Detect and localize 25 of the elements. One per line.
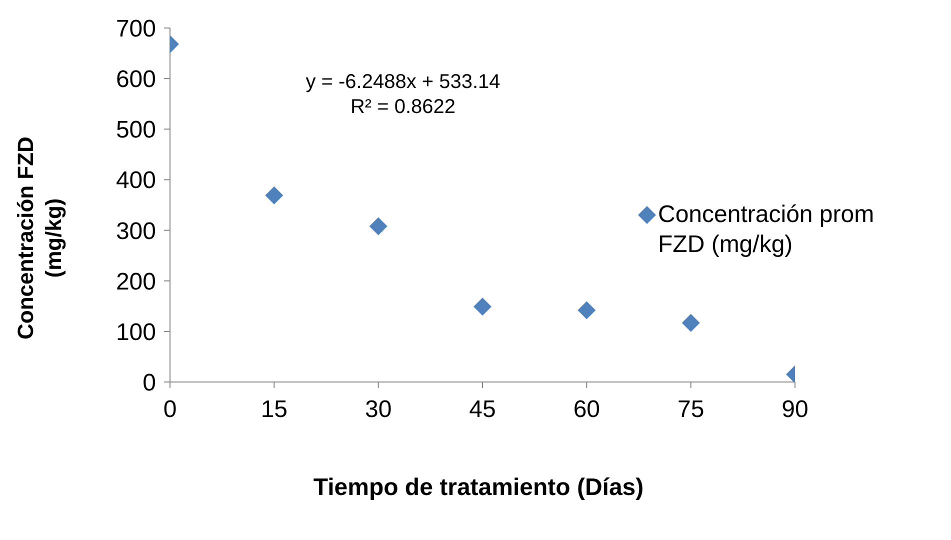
y-tick-label: 100	[116, 318, 156, 346]
x-axis-title: Tiempo de tratamiento (Días)	[312, 474, 645, 502]
x-tick-label: 60	[573, 396, 600, 424]
point	[578, 301, 596, 320]
x-tick-label: 90	[782, 396, 808, 424]
y-tick-label: 400	[116, 167, 156, 194]
point	[682, 314, 700, 332]
point	[474, 298, 492, 316]
y-tick-label: 200	[116, 268, 156, 296]
y-tick-label: 700	[116, 16, 156, 43]
x-tick-label: 0	[163, 396, 177, 424]
y-axis-title: Concentración FZD (mg/kg)	[12, 136, 67, 342]
y-tick-label: 300	[116, 218, 156, 245]
x-tick-label: 30	[364, 396, 392, 424]
annotation: y = -6.2488x + 533.14	[304, 70, 502, 95]
point	[369, 217, 388, 236]
point	[265, 186, 284, 204]
y-tick-label: 600	[116, 66, 156, 94]
x-tick-label: 45	[469, 396, 496, 424]
legend-label: Concentración prom FZD (mg/kg)	[658, 200, 876, 260]
annotation: R² = 0.8622	[349, 95, 457, 120]
x-tick-label: 75	[677, 396, 704, 424]
x-tick-label: 15	[260, 396, 288, 424]
y-tick-label: 0	[142, 370, 156, 397]
y-tick-label: 500	[116, 116, 156, 144]
